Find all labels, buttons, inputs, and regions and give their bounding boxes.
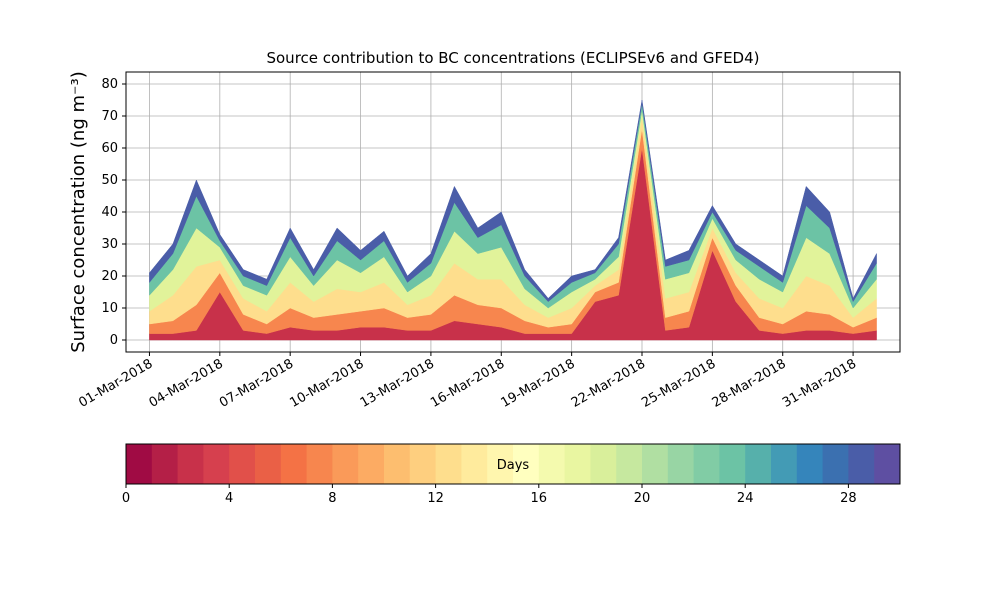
colorbar-cell bbox=[616, 444, 643, 484]
x-tick-label: 07-Mar-2018 bbox=[217, 356, 296, 410]
colorbar-cell bbox=[874, 444, 901, 484]
x-tick-label: 25-Mar-2018 bbox=[639, 356, 718, 410]
colorbar-cell bbox=[590, 444, 617, 484]
colorbar-cell bbox=[642, 444, 669, 484]
y-tick-label: 0 bbox=[110, 333, 118, 348]
y-tick-label: 40 bbox=[101, 205, 118, 220]
colorbar-cell bbox=[461, 444, 488, 484]
colorbar-cell bbox=[384, 444, 411, 484]
colorbar-frame bbox=[125, 443, 901, 485]
colorbar-cell bbox=[306, 444, 333, 484]
colorbar-cell bbox=[771, 444, 798, 484]
colorbar-cell bbox=[435, 444, 462, 484]
x-tick-label: 22-Mar-2018 bbox=[569, 356, 648, 410]
x-tick-label: 16-Mar-2018 bbox=[428, 356, 507, 410]
x-tick-label: 13-Mar-2018 bbox=[358, 356, 437, 410]
area bbox=[149, 99, 877, 303]
colorbar-cell bbox=[796, 444, 824, 484]
x-tick-label: 01-Mar-2018 bbox=[76, 356, 155, 410]
y-tick-label: 20 bbox=[101, 269, 118, 284]
colorbar-cell bbox=[280, 444, 308, 484]
y-axis-label: Surface concentration (ng m⁻³) bbox=[68, 71, 89, 353]
x-tick-label: 19-Mar-2018 bbox=[498, 356, 577, 410]
colorbar-cell bbox=[409, 444, 437, 484]
colorbar-cell bbox=[745, 444, 772, 484]
x-tick-label: 31-Mar-2018 bbox=[780, 356, 859, 410]
colorbar-cell bbox=[203, 444, 230, 484]
colorbar-tick-label: 20 bbox=[634, 491, 651, 506]
colorbar-tick-label: 12 bbox=[427, 491, 444, 506]
y-tick-label: 30 bbox=[101, 237, 118, 252]
colorbar-cell bbox=[255, 444, 282, 484]
colorbar-tick-label: 28 bbox=[840, 491, 857, 506]
y-tick-label: 50 bbox=[101, 173, 118, 188]
y-tick-label: 80 bbox=[101, 77, 118, 92]
colorbar-cell bbox=[538, 444, 566, 484]
x-tick-label: 10-Mar-2018 bbox=[287, 356, 366, 410]
colorbar-cell bbox=[332, 444, 359, 484]
x-tick-label: 28-Mar-2018 bbox=[710, 356, 789, 410]
colorbar-tick-label: 4 bbox=[225, 491, 233, 506]
colorbar-cell bbox=[229, 444, 256, 484]
y-tick-label: 10 bbox=[101, 301, 118, 316]
colorbar-tick-label: 16 bbox=[531, 491, 548, 506]
chart-title: Source contribution to BC concentrations… bbox=[266, 49, 759, 67]
colorbar-cell bbox=[177, 444, 204, 484]
colorbar-cell bbox=[564, 444, 591, 484]
colorbar-tick-label: 0 bbox=[122, 491, 130, 506]
colorbar-cell bbox=[151, 444, 179, 484]
y-tick-label: 60 bbox=[101, 141, 118, 156]
colorbar-label: Days bbox=[497, 458, 530, 473]
plot-frame bbox=[125, 71, 901, 353]
colorbar-tick-label: 24 bbox=[737, 491, 754, 506]
colorbar-cell bbox=[126, 444, 153, 484]
colorbar-cell bbox=[667, 444, 695, 484]
colorbar-cell bbox=[487, 444, 514, 484]
colorbar-cell bbox=[822, 444, 849, 484]
y-tick-label: 70 bbox=[101, 109, 118, 124]
x-tick-label: 04-Mar-2018 bbox=[147, 356, 226, 410]
colorbar-tick-label: 8 bbox=[328, 491, 336, 506]
colorbar-cell bbox=[693, 444, 720, 484]
colorbar-cell bbox=[719, 444, 746, 484]
colorbar-cell bbox=[848, 444, 875, 484]
colorbar-cell bbox=[358, 444, 385, 484]
colorbar-cell bbox=[513, 444, 540, 484]
